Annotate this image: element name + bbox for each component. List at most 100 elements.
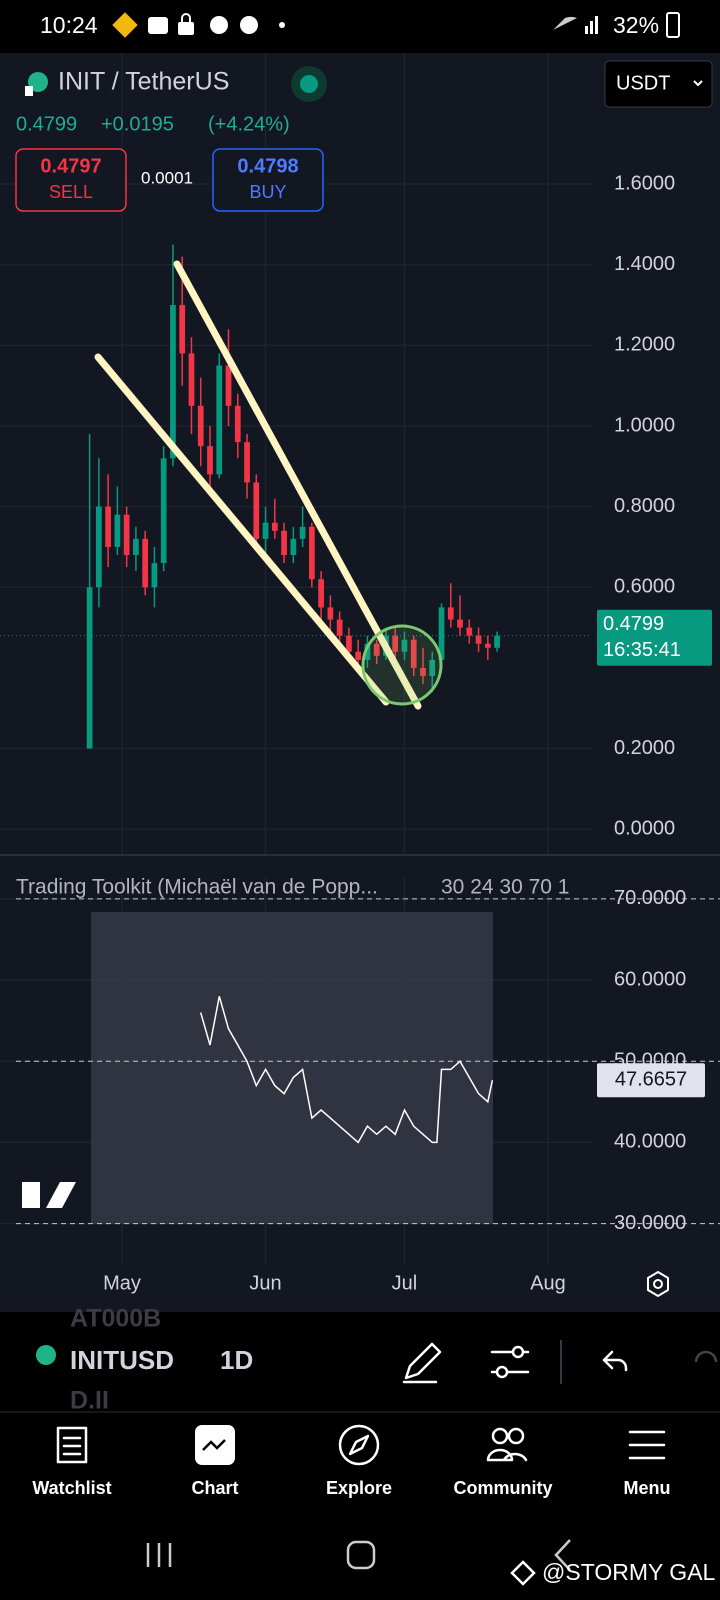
candle-body [170, 305, 176, 459]
candle-body [475, 635, 482, 644]
watchlist-icon[interactable] [56, 1426, 88, 1464]
indicator-params: 30 24 30 70 1 [441, 876, 569, 899]
last-price-label: 0.4799 [603, 613, 664, 635]
candle-body [373, 643, 380, 656]
market-status-dot [300, 75, 318, 93]
candle-body [114, 514, 121, 547]
symbol-icon [25, 72, 48, 96]
y-tick-label: 70.0000 [614, 887, 686, 909]
candle-body [429, 659, 436, 676]
candle-body [336, 619, 343, 636]
status-battery: 32% [613, 12, 659, 38]
x-tick-label: May [103, 1272, 141, 1294]
candle-body [225, 365, 232, 406]
community-icon[interactable] [486, 1448, 528, 1462]
candle-body [151, 563, 158, 588]
candle-body [410, 639, 417, 668]
y-tick-label: 0.2000 [614, 737, 675, 759]
currency-select[interactable] [604, 60, 713, 108]
candle-body [197, 405, 204, 447]
candle-body [262, 522, 269, 539]
trendlines [94, 260, 422, 710]
x-tick-label: Jul [392, 1272, 418, 1294]
nav-label[interactable]: Community [454, 1478, 553, 1498]
nav-label[interactable]: Chart [191, 1478, 238, 1498]
nav-label[interactable]: Menu [624, 1478, 671, 1498]
x-tick-label: Jun [249, 1272, 281, 1294]
ghost-text: D.II [70, 1387, 109, 1415]
recents-button[interactable] [146, 1543, 172, 1567]
community-icon-head [491, 1427, 509, 1445]
candle-body [179, 305, 186, 354]
candle-body [364, 643, 371, 660]
symbol-title[interactable]: INIT / TetherUS [58, 68, 229, 96]
sell-button[interactable] [15, 148, 127, 212]
candle-body [234, 405, 241, 443]
buy-label[interactable]: BUY [249, 182, 286, 202]
candle-body [142, 538, 149, 588]
y-tick-label: 0.6000 [614, 576, 675, 598]
currency[interactable]: USDT [616, 72, 670, 94]
candle-body [438, 607, 445, 660]
watermark: @STORMY GAL [542, 1559, 716, 1585]
plot [0, 244, 720, 1225]
y-tick-label: 1.4000 [614, 253, 675, 275]
candle-body [244, 442, 250, 483]
y-tick-label: 30.0000 [614, 1212, 686, 1234]
y-tick-label: 0.8000 [614, 495, 675, 517]
candle-body [123, 514, 130, 556]
home-button[interactable] [346, 1540, 376, 1570]
explore-icon-needle [348, 1434, 370, 1456]
last-price-box [597, 609, 712, 666]
draw-icon[interactable] [402, 1342, 442, 1384]
sell-price[interactable]: 0.4797 [40, 155, 101, 177]
explore-icon[interactable] [338, 1424, 380, 1466]
candle-body [318, 579, 324, 608]
redo-icon[interactable] [694, 1350, 718, 1363]
x-tick-label: Aug [530, 1272, 566, 1294]
candle-body [457, 619, 463, 628]
indicator-line [199, 996, 494, 1144]
y-tick-label: 60.0000 [614, 968, 686, 990]
undo-icon[interactable] [602, 1350, 628, 1372]
candle-body [327, 607, 334, 620]
menu-icon[interactable] [628, 1430, 666, 1460]
buy-button[interactable] [212, 148, 324, 212]
toolbar [0, 1311, 720, 1411]
price-change: +0.0195 [101, 113, 174, 135]
candle-body [290, 538, 297, 556]
candle-body [420, 667, 426, 676]
toolbar-symbol[interactable]: INITUSD [70, 1345, 174, 1375]
nav-label[interactable]: Explore [326, 1478, 392, 1498]
price-change-pct: (+4.24%) [208, 113, 290, 135]
status-icons [112, 12, 680, 38]
toolbar-interval[interactable]: 1D [220, 1345, 253, 1375]
indicator-background [91, 912, 493, 1224]
candle-body [392, 635, 399, 652]
candle-body [447, 607, 454, 620]
candle-body [105, 506, 111, 547]
symbol-icon [36, 1345, 56, 1365]
y-tick-label: 1.0000 [614, 414, 675, 436]
candle-body [355, 651, 362, 660]
buy-price[interactable]: 0.4798 [237, 155, 298, 177]
candle-body [160, 458, 167, 564]
countdown-label: 16:35:41 [603, 639, 681, 661]
status-time: 10:24 [40, 12, 98, 38]
ghost-text: AT000B [70, 1305, 161, 1333]
candle-body [207, 446, 213, 475]
candle-body [271, 522, 278, 531]
candle-body [484, 643, 491, 648]
candle-body [308, 526, 315, 580]
highlight-circle [361, 624, 443, 706]
indicators-icon-knob [511, 1345, 525, 1359]
community-icon-head [507, 1427, 525, 1445]
candle-body [466, 627, 473, 636]
settings-icon[interactable] [647, 1270, 669, 1298]
candle-body [188, 353, 195, 406]
nav-label[interactable]: Watchlist [32, 1478, 111, 1498]
y-tick-label: 1.2000 [614, 334, 675, 356]
sell-label[interactable]: SELL [49, 182, 93, 202]
back-button[interactable] [554, 1539, 571, 1571]
